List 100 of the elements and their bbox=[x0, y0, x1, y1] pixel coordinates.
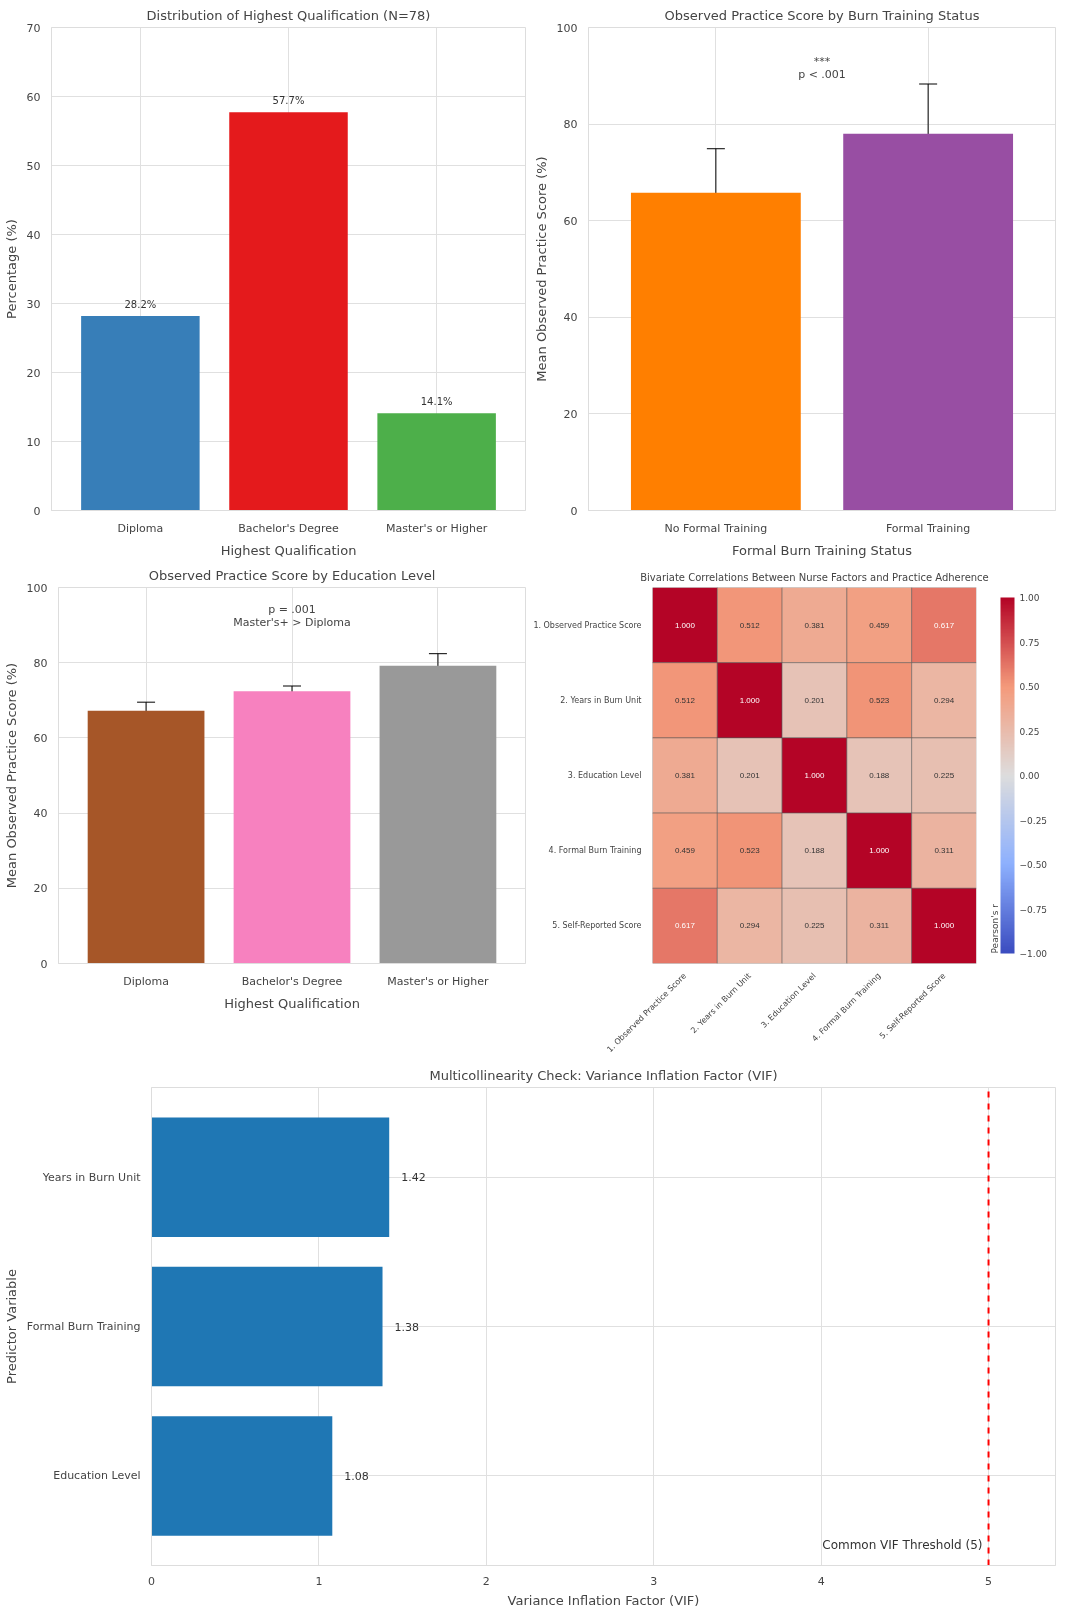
y-tick-label: 30 bbox=[26, 297, 41, 311]
data-label: 0.523 bbox=[739, 846, 761, 856]
data-label: 1.42 bbox=[401, 1171, 426, 1185]
data-label: 0.381 bbox=[804, 620, 826, 630]
y-tick-label: 0 bbox=[40, 957, 48, 971]
x-tick-label: 3 bbox=[650, 1574, 658, 1588]
chart-title: Distribution of Highest Qualification (N=78) bbox=[146, 7, 431, 23]
annotation: Master's+ > Diploma bbox=[233, 615, 351, 629]
y-tick-label: 70 bbox=[26, 21, 41, 35]
data-label: 1.000 bbox=[739, 695, 761, 705]
annotation: *** bbox=[813, 55, 831, 69]
data-label: 1.000 bbox=[674, 620, 696, 630]
y-tick-label: 20 bbox=[33, 882, 48, 896]
y-axis-title: Percentage (%) bbox=[3, 219, 19, 319]
data-label: 0.294 bbox=[739, 921, 761, 931]
color-bar-label: 0.25 bbox=[1019, 726, 1040, 737]
y-tick-label: Education Level bbox=[53, 1469, 141, 1483]
x-tick-label: 2 bbox=[482, 1574, 490, 1588]
data-label: 1.08 bbox=[344, 1469, 369, 1483]
y-tick-label: 10 bbox=[26, 435, 41, 449]
data-label: 0.188 bbox=[869, 771, 890, 780]
data-label: 0.459 bbox=[869, 620, 890, 630]
y-tick-label: 40 bbox=[33, 807, 48, 821]
x-tick-label: Diploma bbox=[123, 974, 169, 988]
x-axis-title: Highest Qualification bbox=[220, 542, 357, 558]
x-tick-label: No Formal Training bbox=[664, 521, 768, 535]
bar bbox=[377, 413, 496, 511]
x-tick-label: 0 bbox=[148, 1574, 155, 1588]
data-label: 1.38 bbox=[394, 1320, 420, 1334]
data-label: 28.2% bbox=[124, 298, 157, 310]
y-tick-label: 60 bbox=[33, 731, 48, 745]
y-tick-label: 20 bbox=[563, 407, 578, 421]
x-axis-title: Formal Burn Training Status bbox=[732, 542, 913, 558]
bar bbox=[379, 665, 497, 964]
y-tick-label: 80 bbox=[563, 118, 578, 132]
data-label: 0.617 bbox=[674, 921, 696, 931]
data-label: 0.201 bbox=[739, 771, 761, 780]
y-tick-label: Formal Burn Training bbox=[26, 1320, 141, 1333]
y-tick-label: 60 bbox=[26, 90, 41, 104]
color-bar-label: 1.00 bbox=[1019, 593, 1040, 603]
x-tick-label: 4 bbox=[817, 1574, 825, 1588]
annotation: p < .001 bbox=[798, 68, 846, 82]
x-tick-label: 1 bbox=[315, 1574, 323, 1588]
y-axis-title: Mean Observed Practice Score (%) bbox=[533, 156, 549, 382]
y-tick-label: 100 bbox=[26, 581, 48, 595]
data-label: 1.000 bbox=[869, 846, 890, 856]
x-tick-label: Formal Training bbox=[885, 521, 971, 535]
chart-title: Observed Practice Score by Burn Training Status bbox=[664, 7, 980, 23]
data-label: 0.381 bbox=[674, 771, 696, 780]
y-tick-label: 5. Self-Reported Score bbox=[552, 921, 642, 931]
color-bar-label: −0.25 bbox=[1019, 815, 1048, 826]
color-bar-label: 0.75 bbox=[1019, 637, 1040, 648]
bar bbox=[151, 1416, 333, 1536]
x-tick-label: Diploma bbox=[117, 521, 164, 535]
color-bar-label: 0.50 bbox=[1019, 682, 1040, 692]
y-tick-label: 80 bbox=[33, 656, 48, 670]
y-tick-label: 0 bbox=[33, 504, 41, 518]
bar bbox=[151, 1266, 383, 1387]
y-tick-label: 50 bbox=[26, 159, 41, 173]
chart-title: Observed Practice Score by Education Level bbox=[148, 567, 436, 583]
data-label: 0.225 bbox=[934, 771, 955, 780]
bar bbox=[87, 710, 205, 964]
data-label: 14.1% bbox=[420, 396, 453, 408]
y-tick-label: 4. Formal Burn Training bbox=[548, 846, 642, 856]
x-axis-title: Highest Qualification bbox=[224, 995, 360, 1011]
data-label: 0.523 bbox=[869, 695, 890, 705]
y-tick-label: 100 bbox=[556, 21, 578, 35]
y-tick-label: 20 bbox=[26, 366, 41, 380]
x-tick-label: Master's or Higher bbox=[386, 521, 488, 535]
data-label: 0.188 bbox=[804, 846, 826, 856]
bar bbox=[151, 1117, 390, 1237]
data-label: 1.000 bbox=[804, 771, 826, 780]
data-label: 0.311 bbox=[869, 921, 890, 931]
data-label: 0.201 bbox=[804, 695, 826, 705]
y-tick-label: 2. Years in Burn Unit bbox=[560, 695, 642, 705]
data-label: 0.512 bbox=[739, 620, 761, 630]
x-axis-title: Variance Inflation Factor (VIF) bbox=[507, 1592, 700, 1608]
color-bar-label: −0.50 bbox=[1019, 860, 1048, 870]
color-bar-title: Pearson's r bbox=[989, 903, 1000, 954]
bar bbox=[229, 112, 348, 511]
y-tick-label: 1. Observed Practice Score bbox=[533, 620, 642, 630]
x-tick-label: Bachelor's Degree bbox=[241, 974, 343, 988]
data-label: 0.294 bbox=[934, 695, 955, 705]
x-tick-label: Master's or Higher bbox=[387, 974, 489, 988]
ref-line-label: Common VIF Threshold (5) bbox=[822, 1537, 983, 1552]
chart-title: Bivariate Correlations Between Nurse Factors and Practice Adherence bbox=[640, 571, 989, 583]
x-tick-label: 5 bbox=[985, 1574, 993, 1588]
data-label: 1.000 bbox=[934, 921, 955, 931]
y-tick-label: Years in Burn Unit bbox=[41, 1170, 142, 1184]
y-tick-label: 40 bbox=[26, 228, 41, 242]
y-axis-title: Mean Observed Practice Score (%) bbox=[3, 662, 19, 889]
color-bar-label: 0.00 bbox=[1019, 771, 1040, 781]
x-tick-label: Bachelor's Degree bbox=[238, 521, 340, 535]
data-label: 0.617 bbox=[934, 620, 955, 630]
annotation: p = .001 bbox=[268, 602, 316, 616]
data-label: 57.7% bbox=[272, 95, 305, 107]
y-tick-label: 60 bbox=[563, 214, 578, 228]
data-label: 0.459 bbox=[674, 846, 696, 856]
chart-title: Multicollinearity Check: Variance Inflation Factor (VIF) bbox=[429, 1067, 778, 1083]
bar bbox=[233, 691, 351, 964]
